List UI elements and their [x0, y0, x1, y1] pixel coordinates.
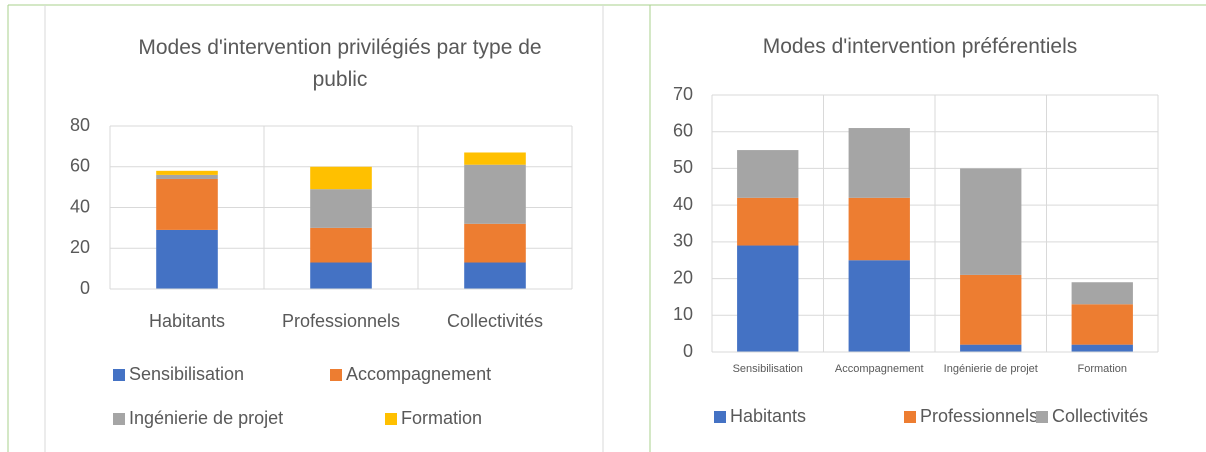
- bar-segment: [156, 174, 218, 179]
- bar-segment: [960, 274, 1022, 345]
- legend-swatch: [113, 413, 125, 425]
- legend-label: Professionnels: [920, 406, 1038, 426]
- y-tick-label: 20: [70, 237, 90, 257]
- legend-label: Collectivités: [1052, 406, 1148, 426]
- bar-segment: [464, 223, 526, 263]
- bar-segment: [310, 166, 372, 190]
- bar-segment: [1071, 282, 1133, 305]
- bar-segment: [464, 164, 526, 224]
- x-tick-label: Habitants: [149, 311, 225, 331]
- legend-label: Sensibilisation: [129, 364, 244, 384]
- legend-swatch: [904, 411, 916, 423]
- legend-swatch: [1036, 411, 1048, 423]
- bar-segment: [737, 150, 799, 198]
- bar-segment: [156, 229, 218, 289]
- bar-segment: [848, 197, 910, 261]
- bar-segment: [310, 189, 372, 228]
- y-tick-label: 30: [673, 231, 693, 251]
- bar-segment: [848, 260, 910, 352]
- x-tick-label: Formation: [1077, 363, 1127, 375]
- legend-swatch: [385, 413, 397, 425]
- x-tick-label: Professionnels: [282, 311, 400, 331]
- y-tick-label: 60: [673, 120, 693, 140]
- bar-segment: [1071, 304, 1133, 345]
- legend-label: Habitants: [730, 406, 806, 426]
- y-tick-label: 80: [70, 115, 90, 135]
- bar-segment: [464, 262, 526, 289]
- y-tick-label: 40: [70, 196, 90, 216]
- bar-segment: [960, 168, 1022, 275]
- bar-segment: [310, 262, 372, 289]
- bar-segment: [737, 245, 799, 352]
- bar-segment: [1071, 344, 1133, 352]
- bar-segment: [960, 344, 1022, 352]
- y-tick-label: 20: [673, 267, 693, 287]
- y-tick-label: 50: [673, 157, 693, 177]
- legend-swatch: [330, 369, 342, 381]
- x-tick-label: Collectivités: [447, 311, 543, 331]
- x-tick-label: Accompagnement: [835, 363, 924, 375]
- y-tick-label: 0: [683, 341, 693, 361]
- y-tick-label: 40: [673, 194, 693, 214]
- bar-segment: [310, 227, 372, 263]
- bar-segment: [848, 128, 910, 198]
- x-tick-label: Ingénierie de projet: [944, 363, 1038, 375]
- chart-title: Modes d'intervention préférentiels: [762, 35, 1078, 58]
- legend-label: Ingénierie de projet: [129, 408, 283, 428]
- chart-title: Modes d'intervention privilégiés par typ…: [138, 36, 542, 91]
- bar-segment: [156, 170, 218, 175]
- legend-swatch: [714, 411, 726, 423]
- bar-segment: [737, 197, 799, 246]
- bar-segment: [156, 178, 218, 230]
- legend-label: Formation: [401, 408, 482, 428]
- y-tick-label: 0: [80, 278, 90, 298]
- bar-segment: [464, 152, 526, 165]
- x-tick-label: Sensibilisation: [733, 363, 803, 375]
- legend-label: Accompagnement: [346, 364, 491, 384]
- legend-swatch: [113, 369, 125, 381]
- y-tick-label: 60: [70, 156, 90, 176]
- y-tick-label: 70: [673, 84, 693, 104]
- y-tick-label: 10: [673, 304, 693, 324]
